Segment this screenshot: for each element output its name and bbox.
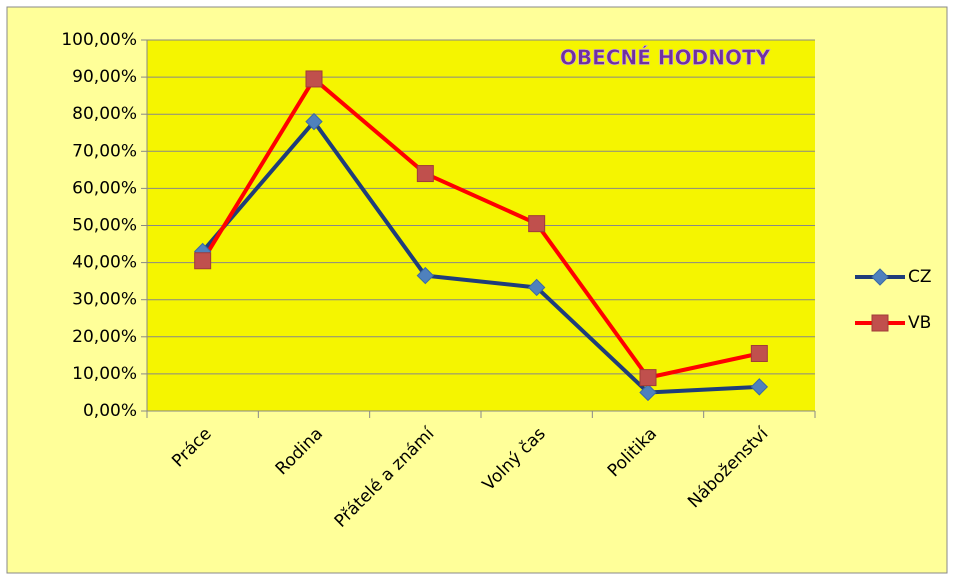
y-tick-label: 80,00% [72,104,137,124]
data-point [639,369,657,387]
y-tick-label: 30,00% [72,290,137,310]
series-line [201,119,760,395]
legend-label: CZ [908,267,932,287]
y-tick-label: 50,00% [72,216,137,236]
y-tick-label: 40,00% [72,253,137,273]
data-point [528,215,546,233]
y-tick-label: 10,00% [72,364,137,384]
data-point [750,344,768,362]
legend-label: VB [908,313,931,333]
data-point [194,252,212,270]
y-tick-label: 100,00% [61,30,137,50]
data-point [639,383,657,402]
y-tick-label: 90,00% [72,67,137,87]
data-point [305,112,323,131]
y-tick-label: 0,00% [83,401,137,421]
legend-marker [871,268,889,286]
y-tick-label: 70,00% [72,141,137,161]
data-point [750,378,769,396]
data-point [305,70,323,88]
data-point [527,278,546,297]
chart-title: OBECNÉ HODNOTY [560,46,771,70]
y-tick-label: 60,00% [72,178,137,198]
legend-marker [871,314,889,332]
data-point [416,266,435,285]
series-line [200,76,760,380]
y-tick-label: 20,00% [72,327,137,347]
data-point [416,165,434,183]
